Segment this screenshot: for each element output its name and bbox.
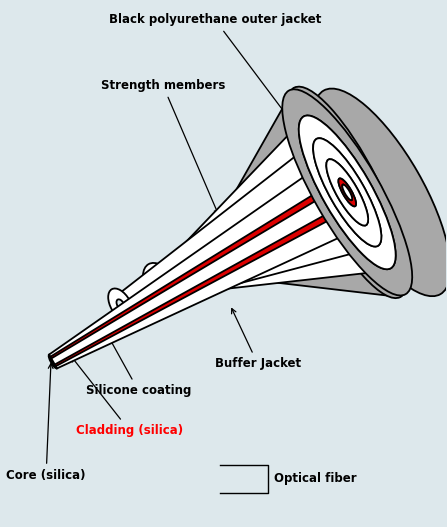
Text: Silicone coating: Silicone coating [86, 335, 191, 397]
Text: Optical fiber: Optical fiber [274, 472, 356, 485]
Ellipse shape [342, 184, 352, 200]
Ellipse shape [313, 138, 381, 247]
Ellipse shape [326, 159, 368, 226]
Ellipse shape [51, 358, 55, 365]
Ellipse shape [303, 113, 392, 271]
Ellipse shape [338, 179, 356, 207]
Ellipse shape [287, 86, 408, 298]
Ellipse shape [314, 89, 447, 296]
Ellipse shape [49, 355, 58, 368]
Ellipse shape [108, 288, 133, 321]
Polygon shape [202, 87, 400, 297]
Ellipse shape [342, 184, 352, 200]
Text: Buffer Jacket: Buffer Jacket [215, 309, 301, 370]
Text: Strength members: Strength members [101, 79, 225, 214]
Polygon shape [51, 184, 352, 365]
Ellipse shape [143, 263, 178, 307]
Ellipse shape [50, 357, 56, 366]
Polygon shape [51, 179, 355, 366]
Polygon shape [116, 137, 375, 314]
Polygon shape [155, 114, 386, 296]
Ellipse shape [326, 159, 368, 226]
Ellipse shape [197, 250, 219, 276]
Ellipse shape [153, 276, 167, 294]
Ellipse shape [338, 179, 356, 207]
Ellipse shape [313, 138, 381, 247]
Ellipse shape [282, 89, 412, 296]
Ellipse shape [326, 159, 368, 226]
Text: Black polyurethane outer jacket: Black polyurethane outer jacket [109, 13, 321, 142]
Ellipse shape [184, 235, 232, 291]
Ellipse shape [342, 184, 352, 200]
Text: Core (silica): Core (silica) [6, 364, 86, 482]
Ellipse shape [316, 136, 379, 248]
Ellipse shape [299, 115, 396, 269]
Ellipse shape [299, 115, 396, 269]
Ellipse shape [117, 299, 125, 310]
Text: Cladding (silica): Cladding (silica) [72, 357, 183, 437]
Ellipse shape [338, 179, 356, 207]
Polygon shape [49, 160, 366, 368]
